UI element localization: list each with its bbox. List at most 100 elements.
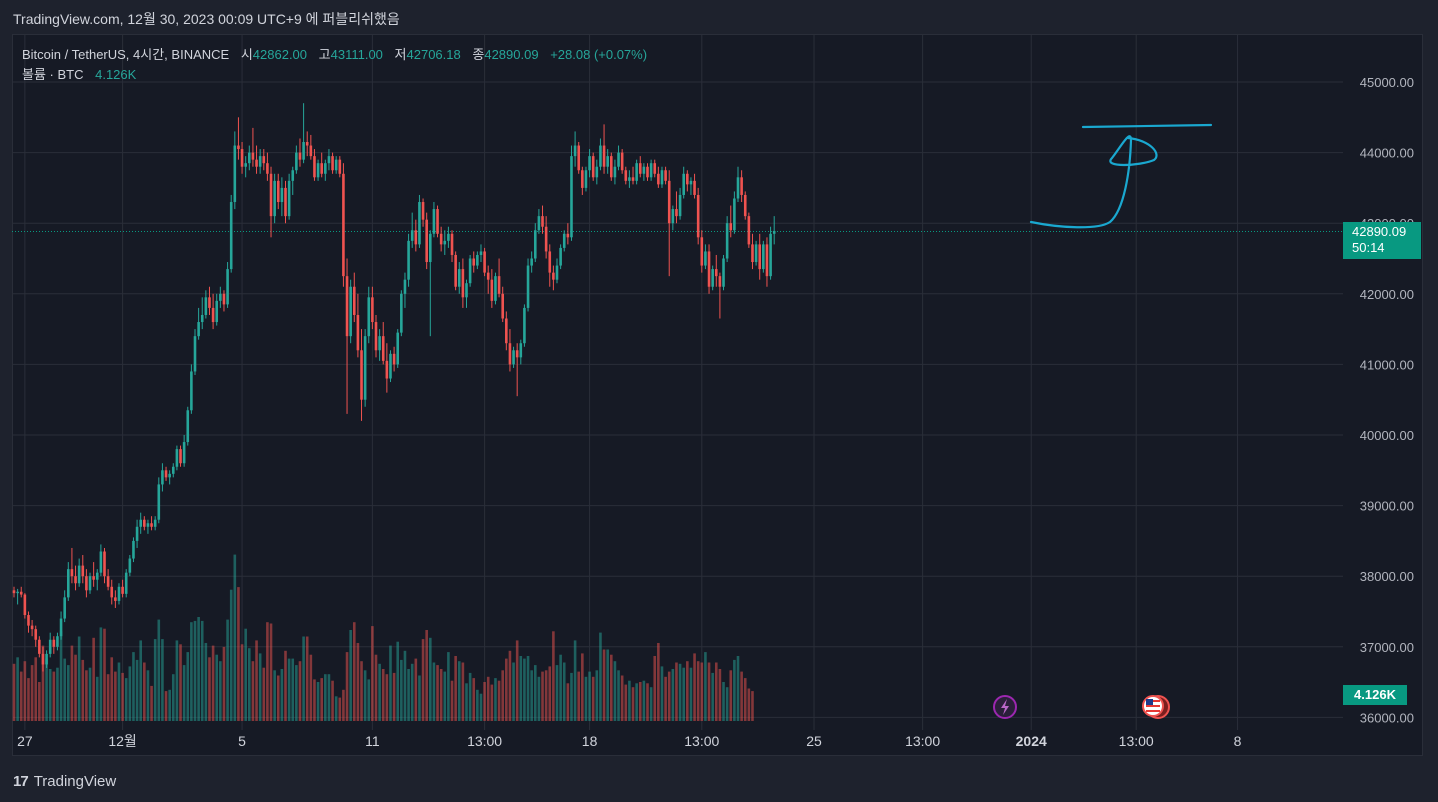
volume-bar: [255, 640, 258, 721]
candle: [457, 262, 461, 294]
candle: [751, 233, 754, 270]
candle: [653, 159, 657, 178]
volume-bar: [591, 676, 595, 721]
candle: [331, 152, 334, 174]
volume-bar: [722, 682, 725, 721]
candle: [418, 194, 421, 248]
candle-body: [200, 314, 204, 323]
volume-bar: [237, 587, 240, 721]
candle: [447, 226, 450, 248]
price-axis[interactable]: 45000.0044000.0043000.0042000.0041000.00…: [1360, 75, 1414, 725]
candle: [523, 304, 526, 347]
candle-body: [59, 618, 63, 637]
candle-body: [537, 216, 541, 231]
price-tick-label: 40000.00: [1360, 428, 1414, 443]
volume-label[interactable]: 볼륨 · BTC: [22, 67, 84, 82]
candle: [291, 166, 295, 195]
volume-bar: [718, 669, 722, 721]
volume-bar: [682, 667, 685, 721]
volume-bar: [599, 632, 602, 721]
candle-body: [508, 343, 512, 365]
volume-bar: [208, 657, 211, 721]
volume-bar: [472, 678, 476, 721]
candle-body: [356, 314, 360, 351]
candle: [190, 364, 193, 414]
candle-body: [624, 170, 628, 181]
candle: [324, 159, 327, 181]
candle: [436, 205, 439, 238]
low-label: 저: [394, 47, 407, 62]
candle: [193, 329, 197, 375]
volume-bar: [642, 680, 646, 721]
candle: [298, 138, 302, 167]
hand-drawing[interactable]: [1029, 123, 1213, 229]
last-price-tag: 42890.09 50:14: [1343, 222, 1421, 259]
price-tick-label: 37000.00: [1360, 640, 1414, 655]
candle-body: [164, 470, 168, 478]
volume-bar: [733, 659, 736, 721]
candle-body: [439, 233, 443, 245]
volume-bar: [302, 636, 305, 721]
volume-bar: [638, 682, 642, 721]
volume-bar: [226, 619, 229, 721]
candle-body: [389, 353, 392, 379]
candle: [562, 230, 566, 252]
candle-body: [146, 523, 150, 527]
candle: [59, 611, 63, 640]
volume-bar: [613, 661, 617, 721]
candle: [99, 544, 103, 577]
volume-bar: [396, 641, 400, 721]
volume-bar: [631, 687, 635, 721]
candle-body: [135, 526, 139, 541]
volume-bar: [410, 663, 414, 721]
candle-body: [248, 152, 251, 164]
candles: [12, 103, 776, 672]
volume-bar: [266, 622, 269, 721]
candle-body: [725, 223, 729, 259]
volume-bar: [432, 662, 436, 721]
candle-body: [497, 276, 501, 294]
volume-bar: [624, 684, 628, 721]
footer-brand[interactable]: 17 TradingView: [13, 771, 116, 791]
volume-bar: [371, 626, 374, 721]
volume-bar: [436, 665, 439, 721]
candle-body: [19, 591, 23, 595]
candle: [197, 307, 200, 340]
volume-tag: 4.126K: [1343, 685, 1407, 705]
candle: [16, 588, 19, 605]
volume-bar: [204, 643, 208, 721]
symbol-label[interactable]: Bitcoin / TetherUS, 4시간, BINANCE: [22, 47, 230, 62]
candle-body: [34, 629, 38, 640]
candle: [403, 272, 407, 308]
candle-body: [530, 258, 533, 266]
candle: [219, 286, 222, 308]
candle-body: [486, 272, 490, 280]
volume-bar: [512, 662, 515, 721]
candle: [657, 166, 660, 188]
candle-body: [573, 145, 577, 157]
volume-bar: [714, 662, 718, 721]
volume-bar: [595, 670, 599, 721]
candle-body: [591, 156, 595, 178]
candle-body: [381, 336, 385, 361]
lightning-event-icon[interactable]: [993, 695, 1017, 719]
volume-bar: [385, 674, 389, 721]
candle-body: [606, 156, 609, 167]
time-tick-label: 13:00: [684, 733, 719, 749]
us-flag-event-icon[interactable]: [1142, 695, 1170, 719]
volume-bar: [248, 648, 251, 721]
volume-bar: [316, 682, 320, 721]
volume-bar: [12, 663, 16, 721]
candle: [396, 329, 400, 368]
volume-bar: [27, 678, 30, 721]
candle-body: [67, 569, 70, 598]
volume-bar: [240, 644, 244, 721]
candle: [505, 311, 508, 351]
volume-bar: [740, 671, 743, 721]
close-value: 42890.09: [484, 47, 539, 62]
time-axis[interactable]: 27 12월 5 11 13:00 18 13:00 25 13:00 2024 13:00 8: [17, 733, 1242, 749]
volume-bar: [124, 678, 128, 721]
candle: [559, 244, 562, 270]
chart-pane[interactable]: [12, 34, 1423, 756]
